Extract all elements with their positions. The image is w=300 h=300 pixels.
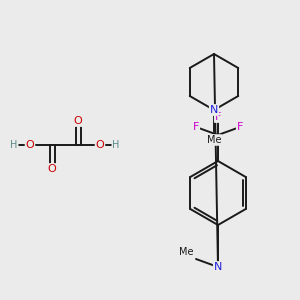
- Text: N: N: [214, 262, 222, 272]
- Text: F: F: [215, 112, 221, 122]
- Text: F: F: [237, 122, 243, 132]
- Text: H: H: [10, 140, 18, 150]
- Text: Me: Me: [207, 135, 221, 145]
- Text: O: O: [96, 140, 104, 150]
- Text: O: O: [26, 140, 34, 150]
- Text: O: O: [74, 116, 82, 126]
- Text: N: N: [210, 105, 218, 115]
- Text: O: O: [48, 164, 56, 174]
- Text: Me: Me: [179, 247, 194, 257]
- Text: H: H: [112, 140, 120, 150]
- Text: F: F: [193, 122, 199, 132]
